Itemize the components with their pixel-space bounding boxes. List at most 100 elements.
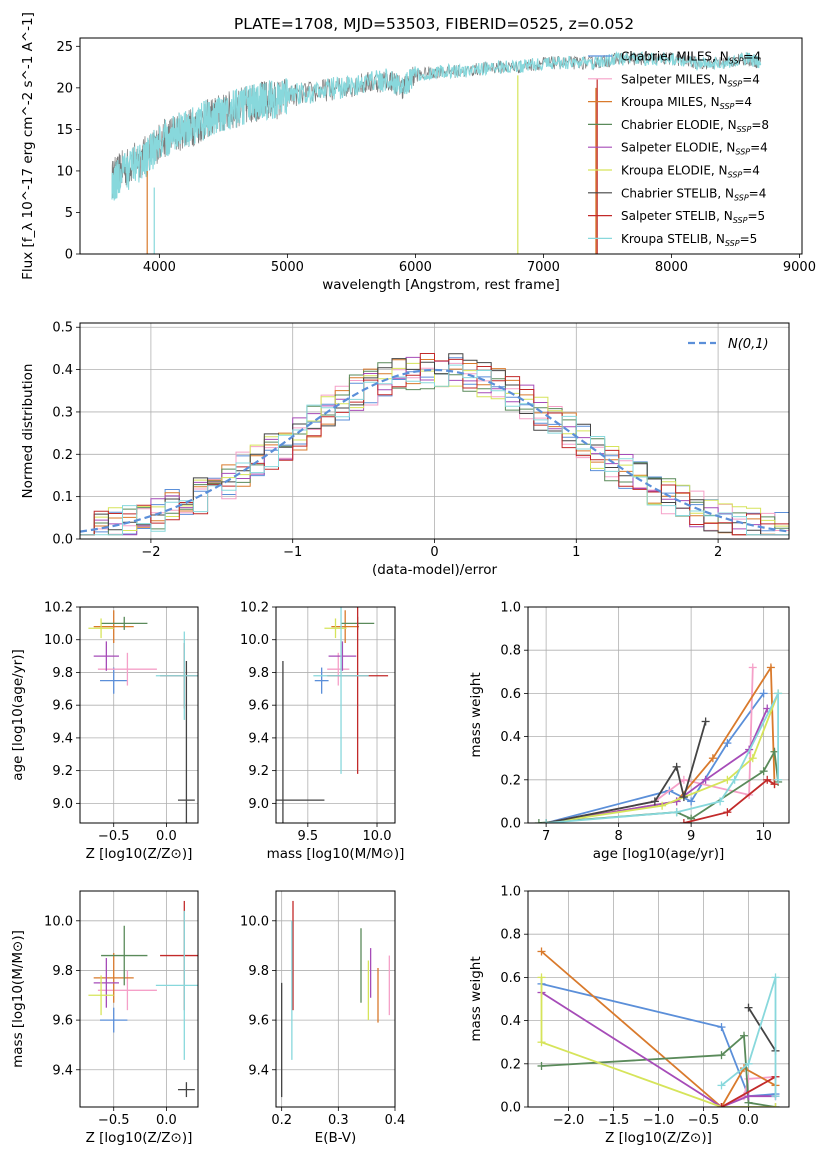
y-tick-label: 10.0 xyxy=(240,633,269,648)
legend-label: Kroupa MILES, NSSP=4 xyxy=(621,95,752,111)
x-tick-label: 10 xyxy=(755,829,772,844)
weight-line-kroupa_elodie xyxy=(540,977,776,1107)
x-tick-label: 0.2 xyxy=(271,1113,292,1128)
y-tick-label: 9.4 xyxy=(248,1063,269,1078)
y-tick-label: 9.8 xyxy=(248,964,269,979)
legend-label: Salpeter ELODIE, NSSP=4 xyxy=(621,141,768,157)
x-tick-label: 8000 xyxy=(655,260,688,275)
y-tick-label: 0.4 xyxy=(52,363,73,378)
y-tick-label: 0.6 xyxy=(500,971,521,986)
y-tick-label: 0.2 xyxy=(500,1057,521,1072)
weight-line-chabrier_miles xyxy=(541,983,776,1098)
x-tick-label: 0.3 xyxy=(328,1113,349,1128)
x-axis-label: age [log10(age/yr)] xyxy=(593,846,725,862)
y-axis-label: age [log10(age/yr)] xyxy=(10,649,26,781)
x-tick-label: 0.4 xyxy=(385,1113,406,1128)
y-tick-label: 9.4 xyxy=(52,1063,73,1078)
x-axis-label: Z [log10(Z/Z⊙)] xyxy=(86,846,193,862)
y-tick-label: 10.0 xyxy=(44,633,73,648)
legend-label: Chabrier STELIB, NSSP=4 xyxy=(621,186,766,202)
panel-weight_vs_z: −2.0 −1.5 −1.0 −0.5 0.0 0.0 0.2 0.4 0.6 0.8 1.0 Z [… xyxy=(468,885,790,1146)
weight-line-chabrier_stelib xyxy=(747,1007,777,1052)
x-tick-label: 0.0 xyxy=(156,1113,177,1128)
histogram-kroupa_elodie xyxy=(80,362,789,536)
y-tick-label: 9.8 xyxy=(52,666,73,681)
axes-frame xyxy=(79,37,803,255)
y-tick-label: 15 xyxy=(56,123,73,138)
y-tick-label: 9.4 xyxy=(52,731,73,746)
y-tick-label: 10 xyxy=(56,164,73,179)
y-axis-label: Flux [f_λ 10^-17 erg cm^-2 s^-1 A^-1] xyxy=(20,12,36,280)
y-tick-label: 0.5 xyxy=(52,321,73,336)
y-tick-label: 10.2 xyxy=(44,601,73,616)
y-tick-label: 0.4 xyxy=(500,1014,521,1029)
axes-frame xyxy=(79,606,199,824)
y-tick-label: 10.2 xyxy=(240,601,269,616)
axes-frame xyxy=(275,606,396,824)
weight_vs_z-plot xyxy=(537,947,780,1107)
spectrum-plot xyxy=(111,50,762,254)
age_vs_z-plot xyxy=(88,610,198,823)
mass_vs_ebv-plot xyxy=(281,900,390,1098)
x-axis-label: Z [log10(Z/Z⊙)] xyxy=(86,1130,193,1146)
weight-line-kroupa_miles xyxy=(540,950,776,1107)
weight-line-salpeter_elodie xyxy=(541,991,776,1107)
weight-line-kroupa_stelib xyxy=(720,977,777,1097)
y-tick-label: 0.2 xyxy=(52,448,73,463)
y-tick-label: 0.0 xyxy=(52,533,73,548)
y-tick-label: 0.6 xyxy=(500,687,521,702)
y-axis-label: Normed distribution xyxy=(20,364,36,499)
x-axis-label: Z [log10(Z/Z⊙)] xyxy=(605,1130,712,1146)
x-tick-label: −0.5 xyxy=(688,1113,720,1128)
x-tick-label: −0.5 xyxy=(98,829,130,844)
legend-label: Kroupa STELIB, NSSP=5 xyxy=(621,232,757,248)
y-tick-label: 0.2 xyxy=(500,773,521,788)
axes-frame xyxy=(527,890,790,1108)
x-tick-label: 9000 xyxy=(783,260,816,275)
spectrum-legend: Chabrier MILES, NSSP=4 Salpeter MILES, NS… xyxy=(588,50,769,248)
x-tick-label: −1.0 xyxy=(643,1113,675,1128)
figure-title: PLATE=1708, MJD=53503, FIBERID=0525, z=0… xyxy=(234,15,634,33)
weight-line-kroupa_stelib xyxy=(546,692,779,823)
x-tick-label: 5000 xyxy=(271,260,304,275)
y-tick-label: 0.0 xyxy=(500,1101,521,1116)
y-tick-label: 9.6 xyxy=(52,699,73,714)
y-tick-label: 25 xyxy=(56,40,73,55)
x-tick-label: −1 xyxy=(283,545,302,560)
x-tick-label: 0.0 xyxy=(156,829,177,844)
axes-frame xyxy=(79,322,790,540)
y-tick-label: 1.0 xyxy=(500,885,521,900)
age_vs_mass-plot xyxy=(276,607,389,823)
axes-frame xyxy=(527,606,790,824)
panel-mass_vs_ebv: 0.2 0.3 0.4 9.4 9.6 9.8 10.0 E(B-V) xyxy=(240,890,406,1146)
y-tick-label: 0.8 xyxy=(500,644,521,659)
y-tick-label: 20 xyxy=(56,81,73,96)
histogram-kroupa_stelib xyxy=(80,364,789,536)
legend-label: N(0,1) xyxy=(728,337,769,352)
y-tick-label: 9.8 xyxy=(248,666,269,681)
spectrum-line-kroupa_stelib xyxy=(111,50,762,201)
y-tick-label: 1.0 xyxy=(500,601,521,616)
y-tick-label: 10.0 xyxy=(44,914,73,929)
y-tick-label: 9.4 xyxy=(248,731,269,746)
y-axis-label: mass [log10(M/M⊙)] xyxy=(10,930,26,1068)
weight-line-salpeter_stelib xyxy=(683,778,775,823)
axes-frame xyxy=(79,890,199,1108)
legend-label: Chabrier MILES, NSSP=4 xyxy=(621,50,761,66)
y-axis-label: mass weight xyxy=(468,672,484,757)
x-tick-label: −2 xyxy=(141,545,160,560)
y-tick-label: 9.0 xyxy=(52,797,73,812)
weight-line-kroupa_miles xyxy=(545,664,776,823)
x-tick-label: 4000 xyxy=(143,260,176,275)
x-tick-label: 7 xyxy=(542,829,550,844)
normal-curve xyxy=(80,368,789,533)
y-tick-label: 0.1 xyxy=(52,490,73,505)
residual-plot xyxy=(80,353,789,536)
histogram-chabrier_stelib xyxy=(80,353,789,536)
y-axis-label: mass weight xyxy=(468,956,484,1041)
histogram-salpeter_stelib xyxy=(80,353,789,536)
y-tick-label: 9.2 xyxy=(52,764,73,779)
y-tick-label: 9.6 xyxy=(248,699,269,714)
legend-label: Salpeter MILES, NSSP=4 xyxy=(621,72,760,88)
